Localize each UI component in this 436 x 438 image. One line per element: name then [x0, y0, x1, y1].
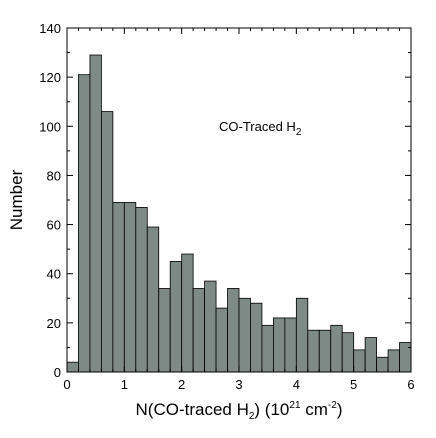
x-tick-label: 4	[293, 377, 300, 392]
histogram-bar	[364, 337, 377, 373]
histogram-bar	[146, 226, 160, 373]
x-tick-label: 6	[407, 377, 414, 392]
histogram-bar	[238, 297, 251, 373]
histogram-bar	[169, 261, 183, 373]
x-tick-label: 1	[121, 377, 128, 392]
y-axis-title: Number	[7, 169, 26, 230]
histogram-bar	[307, 329, 320, 373]
y-tick-label: 40	[47, 267, 61, 282]
x-tick-label: 5	[350, 377, 357, 392]
bars-group	[66, 54, 412, 373]
histogram-bar	[135, 206, 148, 373]
y-tick-label: 140	[39, 21, 61, 36]
y-tick-label: 60	[47, 218, 61, 233]
histogram-bar	[78, 74, 91, 373]
histogram-bar	[250, 302, 263, 373]
x-tick-label: 2	[178, 377, 185, 392]
histogram-bar	[123, 202, 137, 373]
histogram-bar	[181, 253, 194, 373]
y-tick-label: 0	[54, 365, 61, 380]
histogram-bar	[204, 280, 217, 373]
histogram-bar	[192, 288, 205, 373]
x-axis-title: N(CO-traced H2) (1021 cm-2)	[136, 400, 343, 422]
histogram-bar	[353, 349, 366, 373]
y-tick-label: 120	[39, 70, 61, 85]
y-tick-label: 100	[39, 119, 61, 134]
histogram-bar	[330, 324, 343, 373]
histogram-bar	[284, 317, 297, 373]
histogram-bar	[215, 307, 228, 373]
histogram-bar	[261, 324, 274, 373]
histogram-bar	[387, 349, 400, 373]
histogram-bar	[112, 202, 125, 373]
y-tick-label: 80	[47, 168, 61, 183]
y-tick-label: 20	[47, 316, 61, 331]
chart-annotation: CO-Traced H2	[219, 119, 302, 138]
histogram-bar	[89, 54, 102, 373]
x-tick-label: 3	[235, 377, 242, 392]
histogram-bar	[295, 297, 309, 373]
histogram-bar	[158, 288, 171, 373]
histogram-bar	[66, 361, 79, 373]
histogram-bar	[101, 111, 114, 373]
histogram-bar	[272, 317, 286, 373]
histogram-bar	[227, 288, 240, 373]
histogram-bar	[318, 329, 332, 373]
x-tick-label: 0	[63, 377, 70, 392]
histogram-bar	[341, 332, 355, 373]
histogram-bar	[376, 356, 389, 373]
